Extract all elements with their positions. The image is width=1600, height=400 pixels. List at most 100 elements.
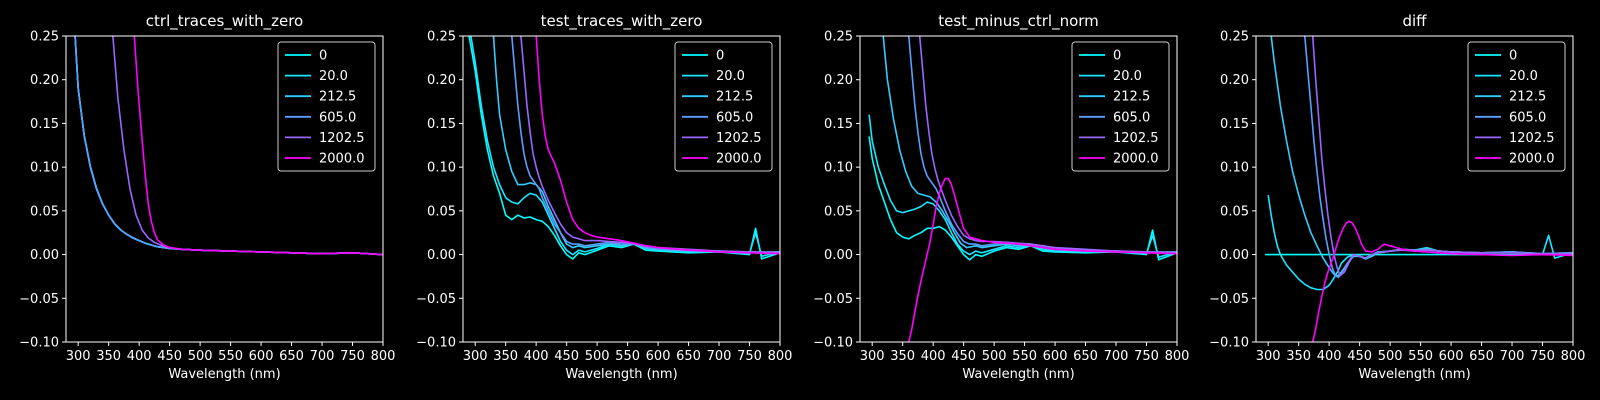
chart-title: ctrl_traces_with_zero (146, 12, 303, 31)
legend-label: 1202.5 (1509, 131, 1555, 146)
x-tick-label: 300 (463, 349, 488, 364)
y-tick-label: 0.00 (30, 248, 59, 263)
x-tick-label: 600 (249, 349, 274, 364)
series-line-0 (468, 36, 780, 260)
plot-frame (1255, 35, 1574, 343)
x-tick-label: 650 (1073, 349, 1098, 364)
y-tick-label: 0.05 (824, 204, 853, 219)
legend-box (1071, 41, 1170, 172)
chart-panel-3: test_minus_ctrl_norm 300 350 400 450 500 550 60… (813, 12, 1189, 382)
series-line-1 (868, 114, 1177, 259)
legend-box (1467, 41, 1566, 172)
plot-frame (859, 35, 1178, 343)
x-tick-label: 750 (1530, 349, 1555, 364)
x-tick-label: 800 (1165, 349, 1190, 364)
legend-label: 605.0 (716, 110, 753, 125)
legend-label: 605.0 (1113, 110, 1150, 125)
series-line-5 (1311, 220, 1573, 342)
y-tick-label: 0.25 (824, 30, 853, 45)
x-tick-label: 800 (371, 349, 396, 364)
y-tick-label: −0.10 (416, 336, 456, 351)
x-tick-label: 550 (1408, 349, 1433, 364)
series-lines (868, 36, 1177, 342)
y-tick-label: 0.25 (30, 30, 59, 45)
y-tick-label: 0.20 (427, 73, 456, 88)
series-line-5 (535, 36, 780, 255)
x-tick-label: 750 (737, 349, 762, 364)
y-tick-label: 0.20 (824, 73, 853, 88)
y-tick-label: 0.05 (30, 204, 59, 219)
y-tick-label: 0.00 (427, 248, 456, 263)
x-tick-label: 650 (279, 349, 304, 364)
legend-label: 0 (1113, 49, 1121, 64)
legend: 0 20.0 212.5 605.0 1202.5 2000.0 (1071, 41, 1170, 172)
y-tick-label: 0.05 (427, 204, 456, 219)
legend-label: 1202.5 (716, 131, 762, 146)
y-tick-label: 0.00 (824, 248, 853, 263)
x-tick-label: 700 (707, 349, 732, 364)
legend-label: 2000.0 (1509, 152, 1555, 167)
x-tick-label: 500 (1378, 349, 1403, 364)
legend-label: 0 (1509, 49, 1517, 64)
x-tick-label: 500 (585, 349, 610, 364)
legend-label: 0 (716, 49, 724, 64)
x-axis-label: Wavelength (nm) (168, 367, 280, 382)
x-tick-label: 700 (310, 349, 335, 364)
x-tick-label: 350 (1286, 349, 1311, 364)
x-tick-label: 650 (1469, 349, 1494, 364)
y-tick-label: −0.05 (19, 292, 59, 307)
y-tick-label: 0.10 (824, 161, 853, 176)
x-tick-label: 350 (96, 349, 121, 364)
x-tick-label: 500 (982, 349, 1007, 364)
legend-label: 212.5 (1113, 90, 1150, 105)
series-lines (74, 36, 383, 256)
plot-frame (462, 35, 781, 343)
series-line-3 (511, 36, 780, 253)
legend-box (674, 41, 773, 172)
series-line-1 (470, 36, 780, 258)
x-tick-label: 400 (127, 349, 152, 364)
x-tick-label: 300 (860, 349, 885, 364)
legend-label: 212.5 (1509, 90, 1546, 105)
x-tick-label: 700 (1500, 349, 1525, 364)
y-tick-label: 0.05 (1220, 204, 1249, 219)
x-tick-label: 400 (524, 349, 549, 364)
y-tick-label: −0.05 (813, 292, 853, 307)
x-axis-label: Wavelength (nm) (565, 367, 677, 382)
legend-box (277, 41, 376, 172)
legend-label: 20.0 (1509, 69, 1538, 84)
x-tick-label: 550 (615, 349, 640, 364)
legend: 0 20.0 212.5 605.0 1202.5 2000.0 (674, 41, 773, 172)
x-tick-label: 600 (1043, 349, 1068, 364)
y-tick-label: 0.25 (427, 30, 456, 45)
x-axis-label: Wavelength (nm) (962, 367, 1074, 382)
legend-label: 605.0 (319, 110, 356, 125)
y-tick-label: −0.10 (19, 336, 59, 351)
legend-label: 20.0 (716, 69, 745, 84)
x-tick-label: 450 (1347, 349, 1372, 364)
x-tick-label: 650 (676, 349, 701, 364)
chart-title: test_minus_ctrl_norm (938, 12, 1099, 31)
series-line-0 (868, 136, 1177, 261)
legend-label: 2000.0 (716, 152, 762, 167)
series-lines (1265, 36, 1573, 342)
x-tick-label: 400 (1317, 349, 1342, 364)
plot-frame (65, 35, 384, 343)
x-tick-label: 700 (1104, 349, 1129, 364)
x-tick-label: 550 (1012, 349, 1037, 364)
series-line-4 (918, 36, 1177, 254)
series-line-5 (133, 36, 383, 256)
x-tick-label: 300 (1256, 349, 1281, 364)
y-tick-label: 0.20 (30, 73, 59, 88)
x-tick-label: 450 (554, 349, 579, 364)
x-tick-label: 450 (157, 349, 182, 364)
chart-title: diff (1402, 12, 1427, 30)
x-tick-label: 500 (188, 349, 213, 364)
legend-label: 20.0 (1113, 69, 1142, 84)
x-tick-label: 800 (1561, 349, 1586, 364)
y-tick-label: −0.10 (1209, 336, 1249, 351)
legend-label: 2000.0 (1113, 152, 1159, 167)
x-tick-label: 800 (768, 349, 793, 364)
y-tick-label: 0.10 (30, 161, 59, 176)
